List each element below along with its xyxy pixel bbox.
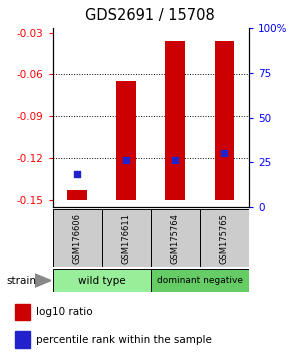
Text: wild type: wild type (78, 275, 125, 286)
Point (173, 157, 178, 162)
Text: percentile rank within the sample: percentile rank within the sample (36, 335, 211, 344)
Bar (166, 41, 185, 200)
Text: GSM175765: GSM175765 (220, 213, 229, 263)
Bar (102, 209, 151, 267)
Point (222, 150, 227, 155)
Bar (15, 304, 30, 320)
Text: GSM175764: GSM175764 (171, 213, 180, 263)
Point (75, 171, 80, 176)
Bar (15, 331, 30, 348)
Bar (214, 41, 234, 200)
Text: GSM176611: GSM176611 (122, 213, 131, 263)
Text: log10 ratio: log10 ratio (36, 307, 92, 317)
Bar (67, 190, 87, 200)
Text: GSM176606: GSM176606 (73, 212, 82, 264)
Text: dominant negative: dominant negative (157, 276, 243, 285)
Bar (52, 209, 102, 267)
Polygon shape (34, 274, 51, 287)
Bar (151, 209, 200, 267)
Text: GDS2691 / 15708: GDS2691 / 15708 (85, 8, 215, 23)
Point (124, 157, 129, 162)
Bar (151, 269, 249, 292)
Bar (200, 209, 249, 267)
Text: strain: strain (6, 275, 36, 286)
Bar (116, 81, 136, 200)
Bar (52, 269, 151, 292)
